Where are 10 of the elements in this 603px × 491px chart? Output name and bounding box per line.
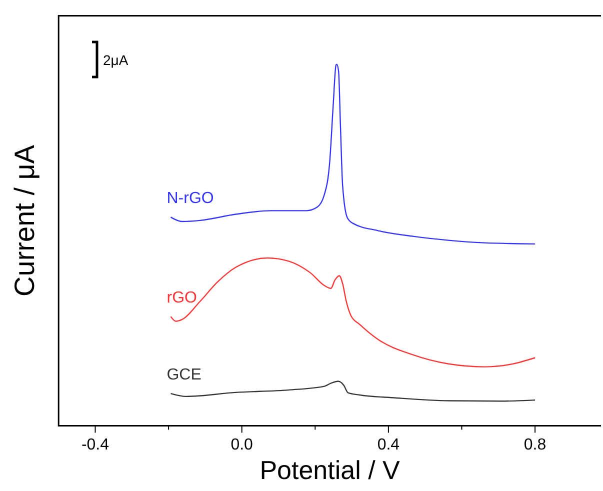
y-axis-title: Current / μA: [9, 144, 40, 296]
series-label: rGO: [166, 290, 197, 307]
annotation: 2μA: [103, 52, 129, 68]
x-tick-label: 0.8: [524, 436, 546, 454]
series-label: GCE: [166, 366, 202, 384]
series-label: N-rGO: [166, 190, 214, 208]
x-tick-label: -0.4: [81, 436, 110, 454]
x-tick-label: 0.4: [377, 436, 400, 454]
x-axis-title: Potential / V: [260, 455, 401, 485]
x-tick-label: 0.0: [230, 436, 254, 454]
